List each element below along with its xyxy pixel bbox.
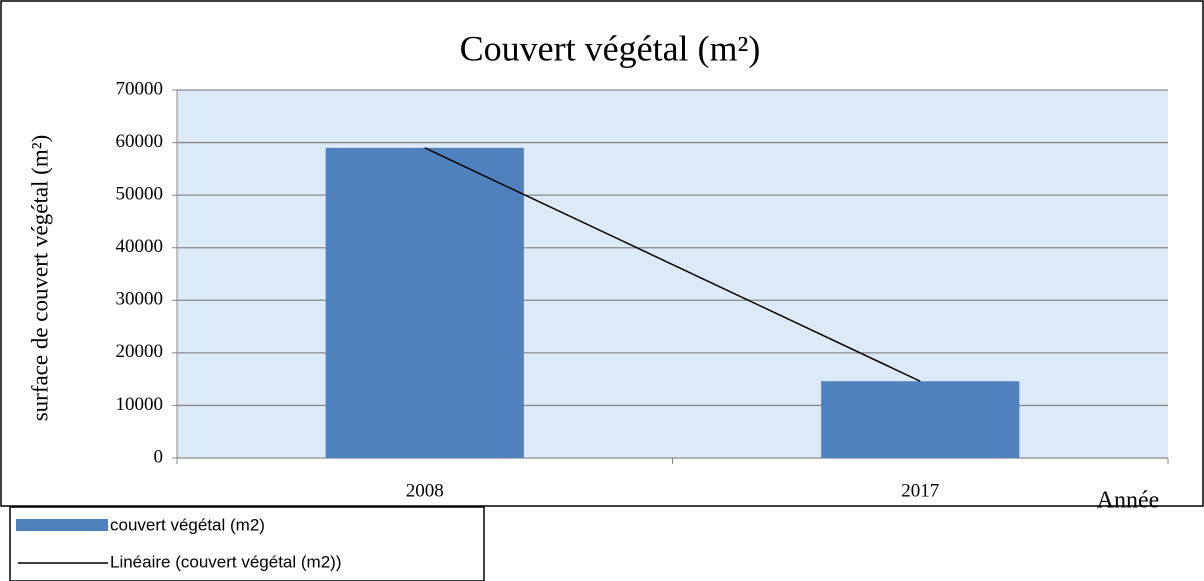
legend-label: couvert végétal (m2) (110, 515, 265, 534)
trend-line (424, 147, 921, 382)
legend-label: Linéaire (couvert végétal (m2)) (110, 552, 341, 571)
x-axis-label: Année (1097, 488, 1160, 514)
y-tick-label: 10000 (116, 394, 164, 415)
y-tick-label: 50000 (116, 184, 164, 205)
y-axis-label: surface de couvert végétal (m²) (27, 135, 52, 422)
y-tick-label: 30000 (116, 289, 164, 310)
y-tick-label: 0 (154, 446, 164, 467)
legend-swatch (16, 519, 108, 531)
x-tick-label: 2017 (901, 480, 939, 501)
bar (821, 381, 1020, 458)
y-tick-label: 60000 (116, 131, 164, 152)
chart-title: Couvert végétal (m²) (460, 28, 761, 68)
x-tick-label: 2008 (406, 480, 444, 501)
y-tick-label: 40000 (116, 236, 164, 257)
y-tick-label: 20000 (116, 341, 164, 362)
y-tick-label: 70000 (116, 78, 164, 99)
bar (325, 147, 524, 459)
